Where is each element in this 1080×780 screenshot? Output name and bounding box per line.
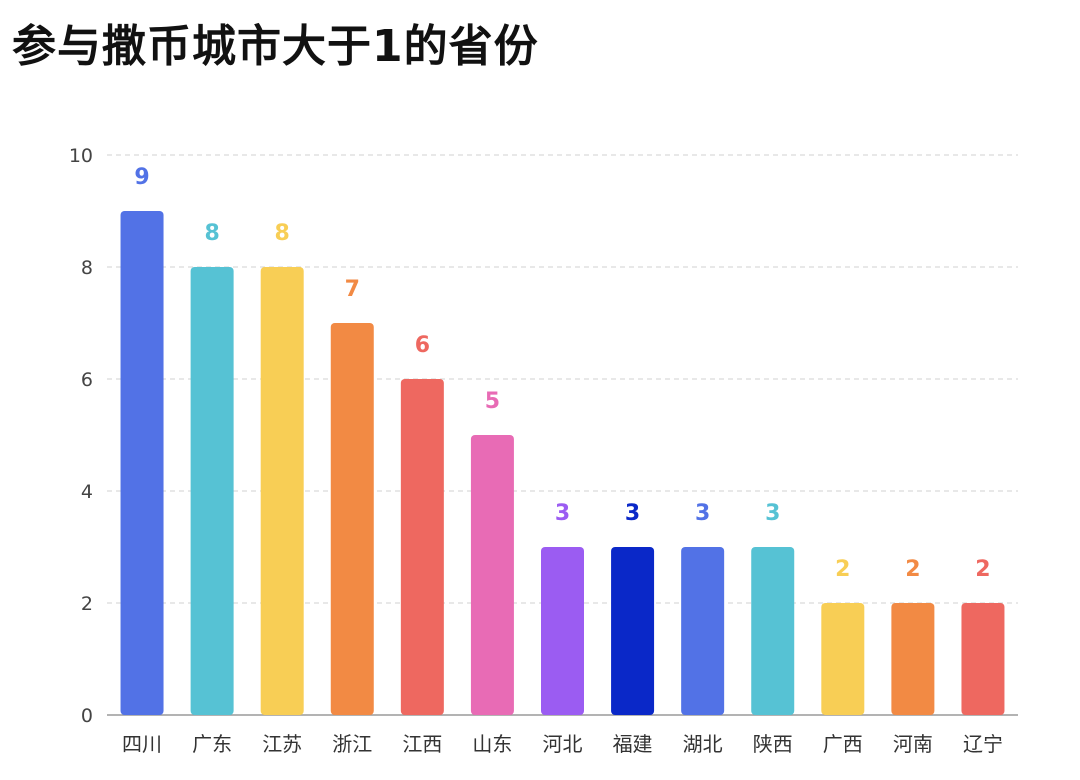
y-tick-label: 4	[81, 481, 93, 503]
x-tick-label: 辽宁	[963, 732, 1003, 756]
data-label: 2	[905, 557, 920, 582]
bar	[751, 547, 795, 715]
data-label: 3	[695, 501, 710, 526]
data-label: 3	[555, 501, 570, 526]
bar	[891, 603, 935, 715]
data-label: 2	[975, 557, 990, 582]
bar	[190, 267, 234, 715]
data-label: 6	[415, 333, 430, 358]
data-label: 7	[345, 277, 360, 302]
x-tick-label: 四川	[122, 732, 162, 756]
data-label: 3	[765, 501, 780, 526]
data-label: 8	[204, 221, 219, 246]
data-label: 5	[485, 389, 500, 414]
y-tick-label: 10	[69, 145, 93, 167]
y-tick-label: 0	[81, 705, 93, 727]
y-tick-label: 8	[81, 257, 93, 279]
bar	[961, 603, 1005, 715]
data-label: 2	[835, 557, 850, 582]
x-tick-label: 江苏	[262, 732, 302, 756]
bar	[541, 547, 584, 715]
data-label: 3	[625, 501, 640, 526]
bar	[120, 211, 164, 715]
bar	[611, 547, 655, 715]
y-tick-label: 2	[81, 593, 93, 615]
data-label: 8	[275, 221, 290, 246]
x-tick-label: 山东	[472, 732, 512, 756]
x-tick-label: 福建	[613, 732, 653, 756]
y-tick-label: 6	[81, 369, 93, 391]
bar	[470, 435, 514, 715]
x-tick-label: 广东	[192, 732, 232, 756]
bar	[821, 603, 865, 715]
x-tick-label: 河南	[893, 732, 933, 756]
x-tick-label: 江西	[402, 732, 442, 756]
chart-title: 参与撒币城市大于1的省份	[12, 21, 539, 72]
x-tick-label: 陕西	[753, 732, 793, 756]
x-tick-label: 广西	[823, 732, 863, 756]
x-tick-label: 湖北	[683, 732, 723, 756]
x-tick-label: 河北	[543, 732, 583, 756]
bar	[400, 379, 444, 715]
x-tick-label: 浙江	[332, 732, 372, 756]
data-label: 9	[134, 165, 149, 190]
bar	[330, 323, 374, 715]
bar	[260, 267, 304, 715]
bar	[681, 547, 725, 715]
